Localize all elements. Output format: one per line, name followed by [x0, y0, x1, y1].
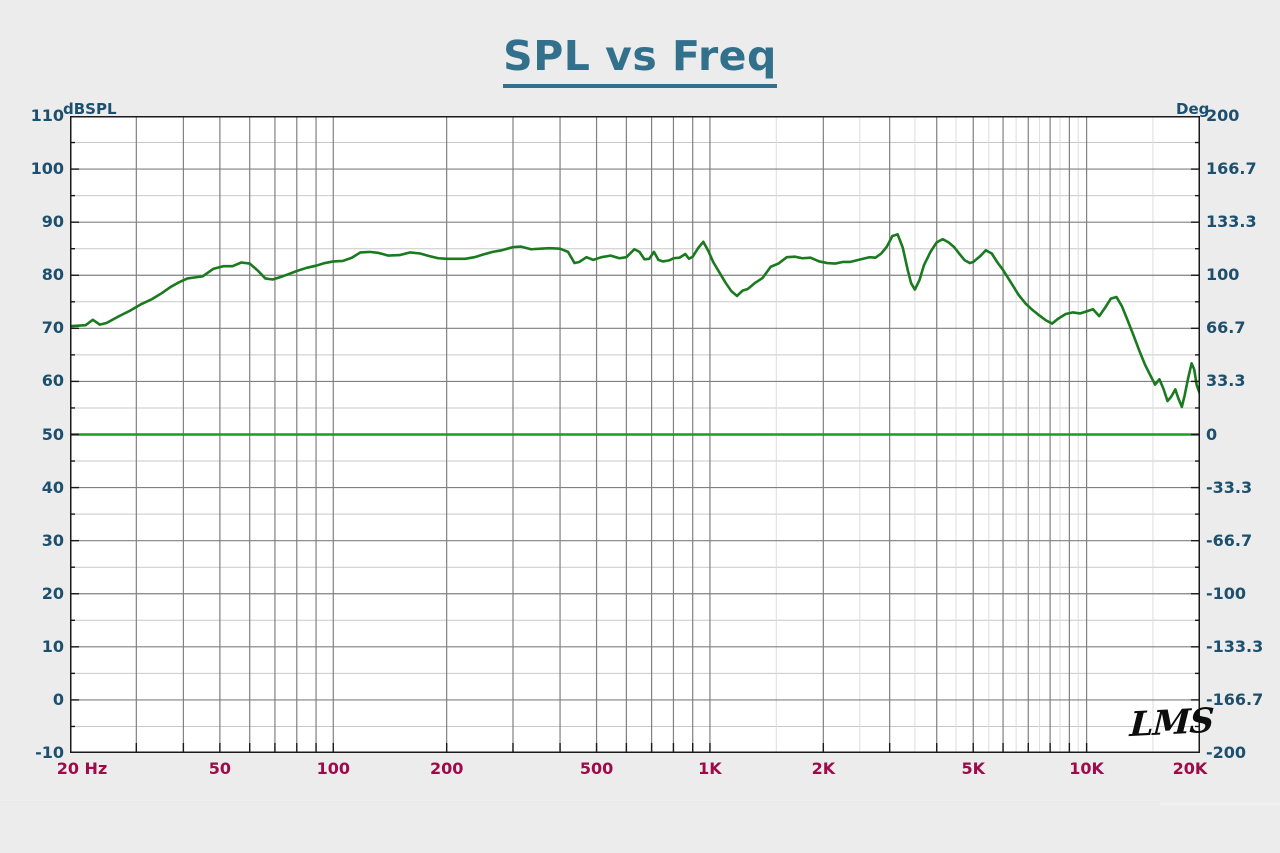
y-axis-left-tick-label: 20 — [41, 583, 64, 603]
y-axis-left-tick-label: -10 — [35, 743, 64, 762]
x-axis-tick-label: 50 — [208, 759, 232, 778]
y-axis-left-tick-label: 100 — [30, 159, 64, 179]
x-axis-tick-label: 100 — [316, 759, 350, 778]
y-axis-left-tick-label: 60 — [41, 371, 64, 391]
y-axis-right-tick-label: -200 — [1206, 743, 1247, 762]
x-axis-tick-label: 10K — [1069, 759, 1104, 778]
lms-watermark: LMS — [1128, 700, 1215, 746]
y-axis-right-unit-label: Deg — [1176, 100, 1210, 118]
axis-tick-marks — [70, 116, 1200, 753]
y-axis-right-tick-label: -33.3 — [1206, 477, 1253, 497]
y-axis-left-tick-label: 40 — [41, 477, 64, 497]
plot-svg — [70, 116, 1200, 753]
page-title-text: SPL vs Freq — [503, 32, 777, 88]
y-axis-right-tick-label: 0 — [1206, 424, 1218, 444]
y-axis-left-tick-label: 0 — [52, 689, 64, 709]
y-axis-left-tick-label: 30 — [41, 530, 64, 550]
y-axis-right-tick-label: -133.3 — [1206, 636, 1264, 656]
y-axis-right-tick-label: 33.3 — [1206, 371, 1246, 391]
plot-area — [70, 116, 1200, 753]
y-axis-right-tick-label: 166.7 — [1206, 159, 1257, 179]
y-axis-left-tick-label: 10 — [41, 636, 64, 656]
page-title: SPL vs Freq — [0, 32, 1280, 88]
x-axis-tick-label: 20 Hz — [56, 759, 108, 778]
y-axis-left-tick-label: 80 — [41, 265, 64, 285]
y-axis-left-unit-label: dBSPL — [63, 100, 117, 118]
y-axis-right-tick-label: 133.3 — [1206, 212, 1257, 232]
page-seam-line-right — [1160, 803, 1280, 805]
x-axis-tick-label: 20K — [1172, 759, 1208, 778]
y-axis-left-tick-label: 70 — [41, 318, 64, 338]
x-axis-tick-label: 1K — [698, 759, 722, 778]
page-seam-line — [0, 800, 1160, 802]
y-axis-right-tick-label: 200 — [1206, 106, 1240, 125]
y-axis-right-tick-label: -166.7 — [1206, 689, 1264, 709]
x-axis-tick-label: 200 — [429, 759, 464, 778]
x-axis-tick-label: 500 — [579, 759, 614, 778]
y-axis-left-tick-label: 110 — [30, 106, 64, 125]
y-axis-right-tick-label: -66.7 — [1206, 530, 1253, 550]
y-axis-left-tick-label: 50 — [41, 424, 64, 444]
spl-trace-line — [70, 233, 1200, 409]
x-axis-tick-label: 2K — [811, 759, 836, 778]
y-axis-left-tick-label: 90 — [41, 212, 64, 232]
y-axis-right-tick-label: -100 — [1206, 583, 1247, 603]
y-axis-right-tick-label: 100 — [1206, 265, 1240, 285]
y-axis-right-tick-label: 66.7 — [1206, 318, 1246, 338]
x-axis-tick-label: 5K — [961, 759, 985, 778]
